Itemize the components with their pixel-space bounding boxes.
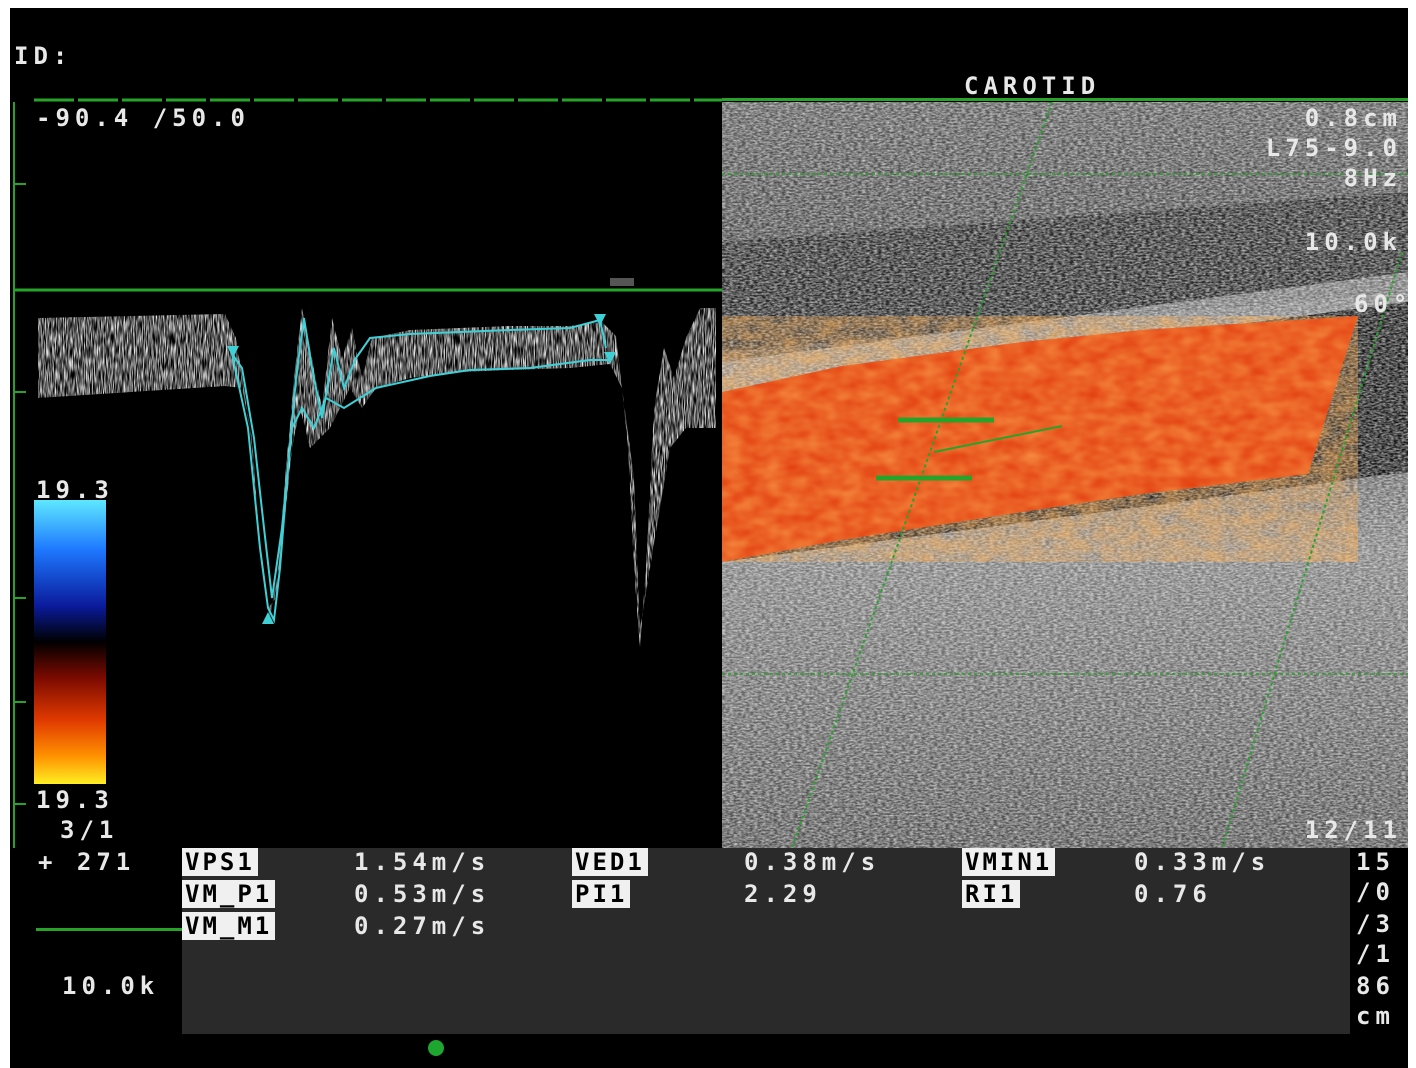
measurement-value-vm-p: 0.53m/s [354,880,491,908]
measurement-value-ri: 0.76 [1134,880,1212,908]
frame-counter: 12/11 [1304,816,1402,844]
measurement-panel [182,848,1350,1034]
color-scale-bottom-label: 19.3 [36,786,114,814]
frame-ratio-label: 3/1 [60,816,119,844]
frame-rate-readout: 8Hz [1343,164,1402,192]
image-top-line [722,98,1408,101]
prf-image-readout: 10.0k [1304,228,1402,256]
measurement-label-vmin: VMIN1 [962,848,1056,876]
right-column-line-4: /1 [1356,940,1395,968]
right-column-line-1: 15 [1356,848,1395,876]
measurement-value-ved: 0.38m/s [744,848,881,876]
status-dot-icon [428,1040,444,1056]
spectral-doppler-panel [10,8,722,848]
measurement-value-vps: 1.54m/s [354,848,491,876]
patient-id-label: ID: [14,42,73,70]
right-column-line-3: /3 [1356,910,1395,938]
color-scale-top-label: 19.3 [36,476,114,504]
bottom-left-green-line [36,928,182,931]
preset-label: CAROTID [964,72,1101,100]
measurement-label-vm-m: VM_M1 [182,912,276,940]
right-column-line-5: 86 [1356,972,1395,1000]
measurement-value-vmin: 0.33m/s [1134,848,1271,876]
right-column-line-2: /0 [1356,878,1395,906]
measurement-label-pi: PI1 [572,880,631,908]
color-velocity-scale-bar [34,500,106,784]
doppler-scale-readout: -90.4 /50.0 [36,104,250,132]
ultrasound-screen: ID: CAROTID -90.4 /50.0 0.8cm L75-9.0 8H… [10,8,1408,1068]
prf-readout: 10.0k [62,972,160,1000]
depth-readout: 0.8cm [1304,104,1402,132]
bmode-color-flow-image [722,102,1408,848]
measurement-label-vm-p: VM_P1 [182,880,276,908]
gain-readout: + 271 [38,848,136,876]
measurement-value-vm-m: 0.27m/s [354,912,491,940]
measurement-label-vps: VPS1 [182,848,258,876]
right-column-line-6: cm [1356,1002,1395,1030]
angle-readout: 60° [1354,290,1408,318]
measurement-value-pi: 2.29 [744,880,822,908]
measurement-label-ved: VED1 [572,848,648,876]
probe-readout: L75-9.0 [1265,134,1402,162]
measurement-label-ri: RI1 [962,880,1021,908]
